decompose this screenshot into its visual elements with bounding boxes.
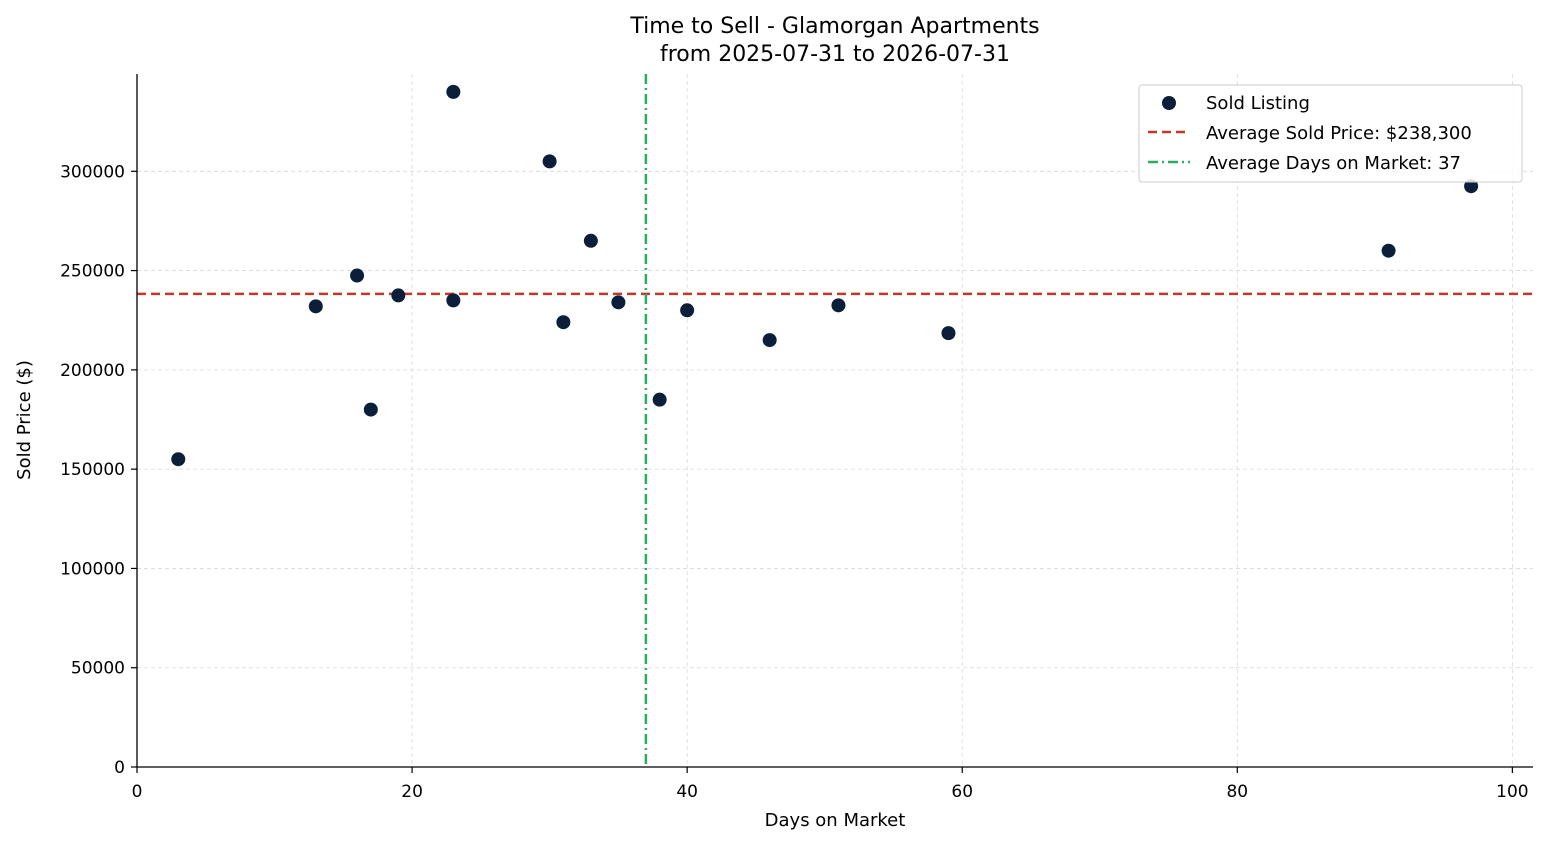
y-tick-label: 250000: [60, 262, 125, 282]
data-point: [762, 333, 777, 348]
reference-lines: [137, 74, 1533, 767]
data-point: [611, 295, 626, 310]
y-tick-label: 100000: [60, 559, 125, 579]
y-tick-label: 150000: [60, 460, 125, 480]
legend-label-avg-price: Average Sold Price: $238,300: [1206, 123, 1472, 144]
x-tick-label: 0: [132, 782, 143, 802]
x-tick-label: 60: [951, 782, 973, 802]
data-point: [542, 154, 557, 169]
data-point: [171, 452, 186, 467]
data-point: [941, 326, 956, 341]
data-point: [1464, 179, 1479, 194]
legend-marker-sold-listing: [1162, 96, 1176, 110]
data-point: [308, 299, 323, 314]
x-axis-ticks: 0 20 40 60 80 100: [132, 767, 1529, 802]
data-point: [446, 84, 461, 99]
legend-label-sold-listing: Sold Listing: [1206, 93, 1310, 114]
chart-subtitle: from 2025-07-31 to 2026-07-31: [660, 42, 1010, 67]
y-axis-ticks: 0 50000 100000 150000 200000 250000 300000: [60, 162, 137, 778]
data-point: [1381, 243, 1396, 258]
legend-label-avg-days: Average Days on Market: 37: [1206, 153, 1461, 174]
y-tick-label: 0: [114, 758, 125, 778]
x-tick-label: 20: [401, 782, 423, 802]
y-tick-label: 50000: [71, 659, 125, 679]
x-axis-label: Days on Market: [765, 810, 906, 831]
data-point: [556, 315, 571, 330]
data-point: [583, 233, 598, 248]
data-point: [350, 268, 365, 283]
data-point: [363, 402, 378, 417]
legend-box: [1138, 84, 1523, 183]
data-point: [652, 392, 667, 407]
legend: Sold Listing Average Sold Price: $238,30…: [1138, 84, 1523, 183]
y-tick-label: 300000: [60, 162, 125, 182]
chart-title: Time to Sell - Glamorgan Apartments: [629, 14, 1039, 39]
data-point: [680, 303, 695, 318]
x-tick-label: 100: [1496, 782, 1528, 802]
x-tick-label: 80: [1226, 782, 1248, 802]
y-tick-label: 200000: [60, 361, 125, 381]
x-tick-label: 40: [676, 782, 698, 802]
data-point: [391, 288, 406, 303]
data-point: [446, 293, 461, 308]
y-axis-label: Sold Price ($): [14, 360, 35, 480]
data-points: [171, 84, 1479, 467]
data-point: [831, 298, 846, 313]
